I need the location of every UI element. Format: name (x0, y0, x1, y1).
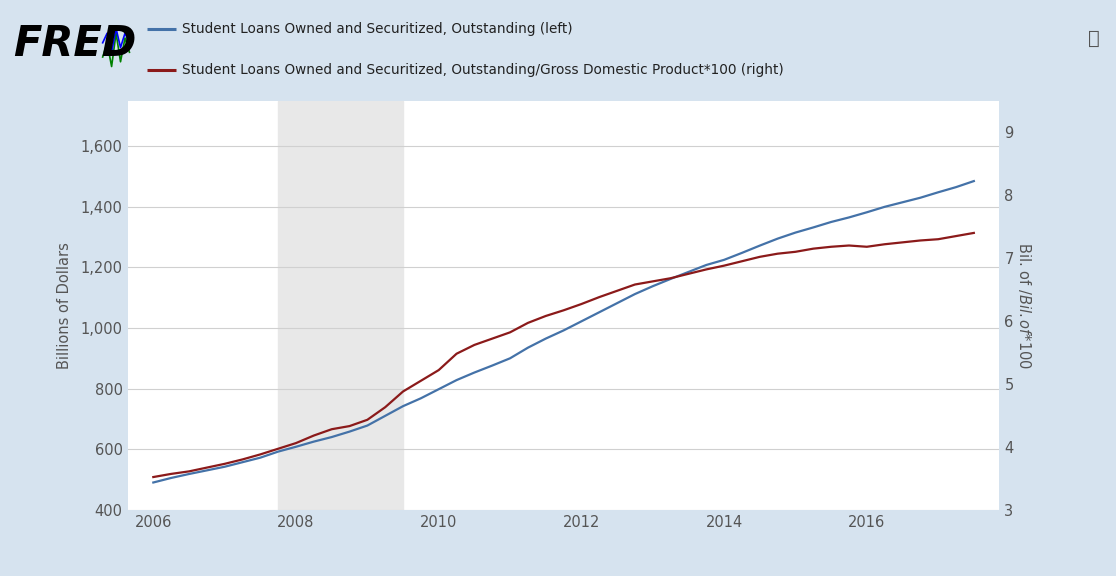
Text: Student Loans Owned and Securitized, Outstanding/Gross Domestic Product*100 (rig: Student Loans Owned and Securitized, Out… (182, 63, 783, 77)
Bar (278, 101, 403, 510)
Y-axis label: Billions of Dollars: Billions of Dollars (57, 242, 73, 369)
Text: FRED: FRED (13, 22, 136, 65)
Text: ⤢: ⤢ (1087, 29, 1099, 47)
Y-axis label: Bil. of $/Bil. of $*100: Bil. of $/Bil. of $*100 (1017, 242, 1033, 369)
Text: Student Loans Owned and Securitized, Outstanding (left): Student Loans Owned and Securitized, Out… (182, 21, 573, 36)
